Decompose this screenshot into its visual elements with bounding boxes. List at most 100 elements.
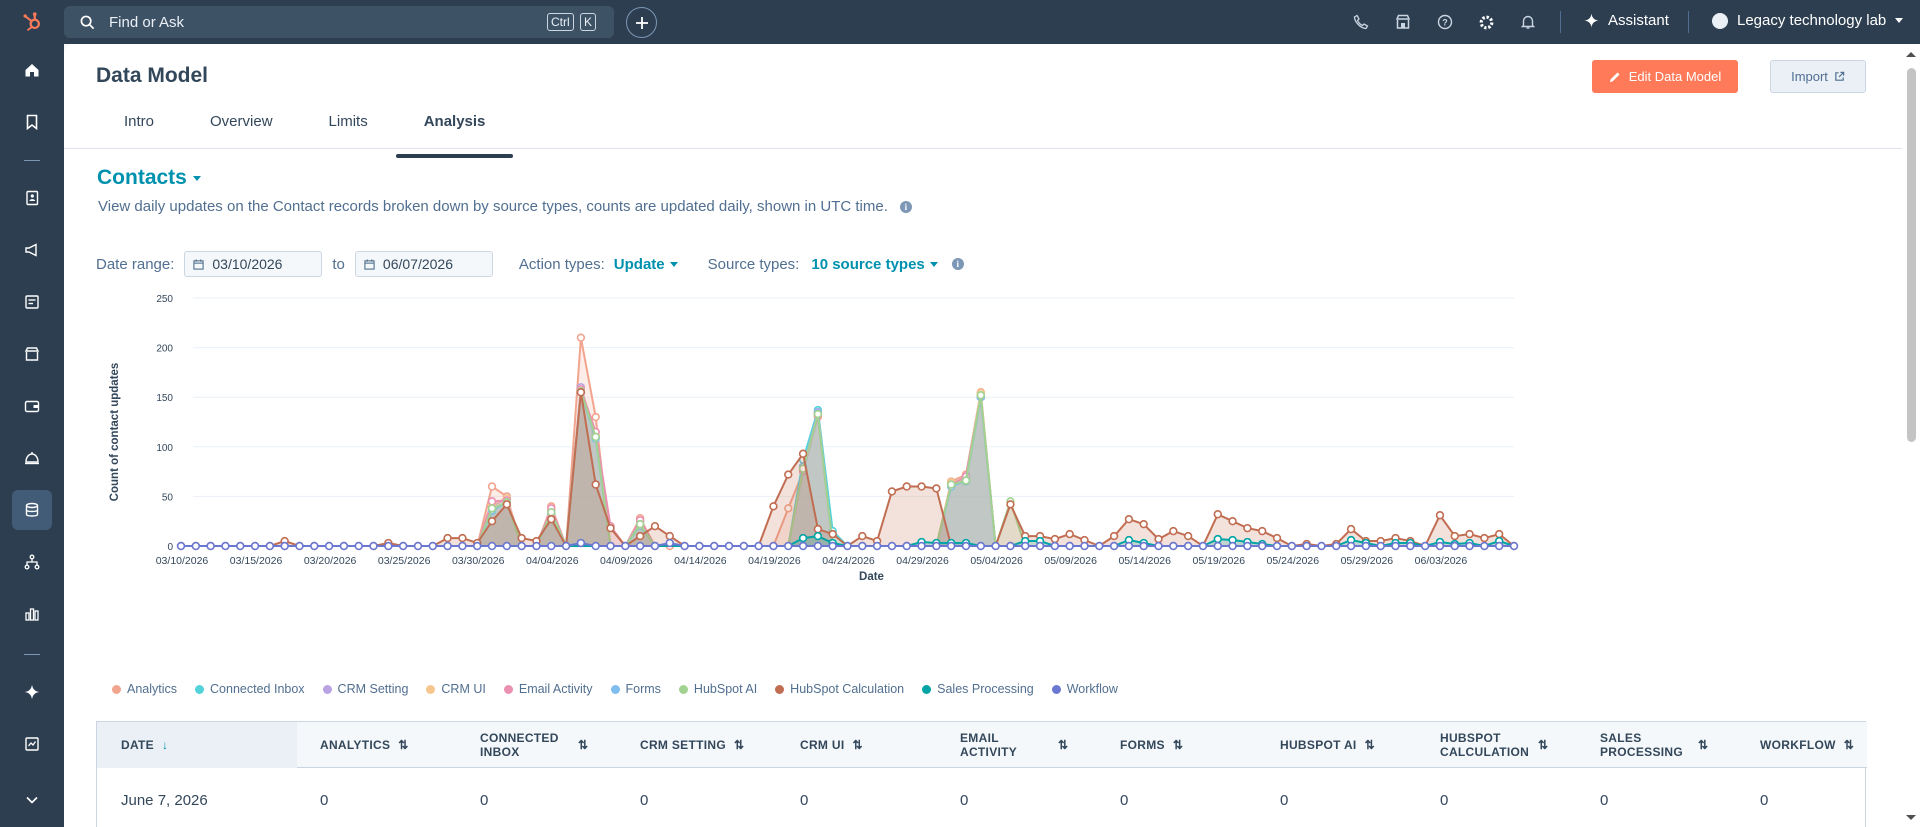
scroll-down-arrow-icon[interactable] <box>1902 810 1920 824</box>
data-point <box>813 409 823 419</box>
dashboard-icon[interactable] <box>12 724 52 764</box>
sort-icon[interactable]: ⇅ <box>1172 738 1184 752</box>
scroll-thumb[interactable] <box>1907 68 1916 442</box>
tab-limits[interactable]: Limits <box>328 113 368 130</box>
sort-icon[interactable]: ⇅ <box>1698 738 1709 752</box>
assistant-button[interactable]: Assistant <box>1584 12 1669 29</box>
automation-icon[interactable] <box>12 542 52 582</box>
content-icon[interactable] <box>12 282 52 322</box>
breeze-sparkle-icon[interactable] <box>12 672 52 712</box>
data-point <box>798 541 808 551</box>
column-header-analytics[interactable]: ANALYTICS ⇅ <box>320 722 470 768</box>
edit-data-model-button[interactable]: Edit Data Model <box>1592 60 1738 93</box>
legend-item[interactable]: Sales Processing <box>922 682 1034 696</box>
shortcut-k-key: K <box>580 13 597 31</box>
legend-item[interactable]: CRM Setting <box>322 682 408 696</box>
sort-icon[interactable]: ⇅ <box>1843 738 1855 752</box>
data-point <box>887 541 897 551</box>
start-date-input[interactable]: 03/10/2026 <box>184 251 323 277</box>
column-header-connected-inbox[interactable]: CONNECTED INBOX ⇅ <box>480 722 630 768</box>
info-icon[interactable]: i <box>899 200 912 213</box>
sort-icon[interactable]: ⇅ <box>733 738 745 752</box>
data-point <box>813 531 823 541</box>
wallet-icon[interactable] <box>12 386 52 426</box>
notifications-bell-icon[interactable] <box>1519 13 1537 31</box>
sort-icon[interactable]: ⇅ <box>1538 738 1549 752</box>
object-selector[interactable]: Contacts <box>97 166 201 190</box>
contacts-icon[interactable] <box>12 178 52 218</box>
create-new-button[interactable] <box>626 7 657 38</box>
column-header-sales-processing[interactable]: SALES PROCESSING ⇅ <box>1600 722 1750 768</box>
series-line-crm-setting <box>181 387 1514 547</box>
sort-icon[interactable]: ⇅ <box>852 738 863 752</box>
data-point <box>1391 541 1400 551</box>
legend-item[interactable]: CRM UI <box>426 682 486 696</box>
legend-item[interactable]: Connected Inbox <box>195 682 305 696</box>
data-point <box>576 538 586 548</box>
calling-icon[interactable] <box>1352 13 1370 31</box>
account-menu[interactable]: Legacy technology lab <box>1712 12 1904 29</box>
scroll-up-arrow-icon[interactable] <box>1902 48 1920 62</box>
legend-item[interactable]: Analytics <box>112 682 177 696</box>
service-icon[interactable] <box>12 438 52 478</box>
settings-gear-icon[interactable] <box>1477 13 1495 31</box>
x-tick-label: 05/19/2026 <box>1192 555 1245 567</box>
source-types-dropdown[interactable]: 10 source types <box>811 256 938 273</box>
column-header-crm-setting[interactable]: CRM SETTING ⇅ <box>640 722 790 768</box>
column-header-hubspot-calculation[interactable]: HUBSPOT CALCULATION ⇅ <box>1440 722 1590 768</box>
legend-item[interactable]: HubSpot Calculation <box>775 682 904 696</box>
column-header-forms[interactable]: FORMS ⇅ <box>1120 722 1270 768</box>
home-icon[interactable] <box>12 50 52 90</box>
tab-overview[interactable]: Overview <box>210 113 273 130</box>
bookmark-icon[interactable] <box>12 102 52 142</box>
to-label: to <box>332 255 345 273</box>
data-point <box>1065 541 1074 551</box>
tab-intro[interactable]: Intro <box>124 113 155 130</box>
data-point <box>828 541 837 551</box>
hubspot-logo-icon[interactable] <box>0 0 64 44</box>
column-header-crm-ui[interactable]: CRM UI ⇅ <box>800 722 950 768</box>
description-text: View daily updates on the Contact record… <box>98 198 888 215</box>
data-point <box>665 531 674 541</box>
page-scrollbar[interactable] <box>1902 44 1920 827</box>
column-header-date[interactable]: DATE ↓ <box>97 722 297 768</box>
reporting-icon[interactable] <box>12 594 52 634</box>
series-line-analytics <box>181 337 1514 547</box>
sort-icon[interactable]: ⇅ <box>1058 738 1069 752</box>
legend-label: Workflow <box>1066 682 1118 696</box>
data-management-icon[interactable] <box>12 490 52 530</box>
data-point <box>1272 533 1282 543</box>
data-point <box>487 541 497 551</box>
tab-analysis[interactable]: Analysis <box>395 106 514 158</box>
data-point <box>250 541 260 551</box>
sidebar-divider <box>24 160 40 161</box>
sort-icon[interactable]: ⇅ <box>1364 738 1375 752</box>
sort-icon[interactable]: ⇅ <box>578 738 589 752</box>
marketplace-icon[interactable] <box>1394 13 1412 31</box>
import-button[interactable]: Import <box>1770 60 1866 93</box>
end-date-input[interactable]: 06/07/2026 <box>354 251 493 277</box>
search-input[interactable]: Find or Ask Ctrl K <box>64 6 614 38</box>
column-header-hubspot-ai[interactable]: HUBSPOT AI ⇅ <box>1280 722 1430 768</box>
data-point <box>1243 523 1252 533</box>
sort-icon[interactable]: ⇅ <box>398 738 409 752</box>
legend-item[interactable]: Email Activity <box>503 682 593 696</box>
action-types-dropdown[interactable]: Update <box>614 256 678 273</box>
commerce-icon[interactable] <box>12 334 52 374</box>
x-tick-label: 03/20/2026 <box>304 555 357 567</box>
marketing-icon[interactable] <box>12 230 52 270</box>
legend-item[interactable]: HubSpot AI <box>678 682 757 696</box>
column-header-email-activity[interactable]: EMAIL ACTIVITY ⇅ <box>960 722 1110 768</box>
legend-item[interactable]: Workflow <box>1051 682 1118 696</box>
sort-icon[interactable]: ↓ <box>161 738 169 752</box>
legend-item[interactable]: Forms <box>610 682 661 696</box>
data-point <box>487 504 497 513</box>
column-header-workflow[interactable]: WORKFLOW ⇅ <box>1760 722 1902 768</box>
data-point <box>976 541 985 551</box>
data-point <box>458 533 467 543</box>
info-icon[interactable]: i <box>951 258 964 270</box>
x-tick-label: 04/09/2026 <box>600 555 653 567</box>
help-icon[interactable]: ? <box>1436 13 1454 31</box>
expand-sidebar-chevron-icon[interactable] <box>12 780 52 820</box>
data-point <box>976 391 985 400</box>
